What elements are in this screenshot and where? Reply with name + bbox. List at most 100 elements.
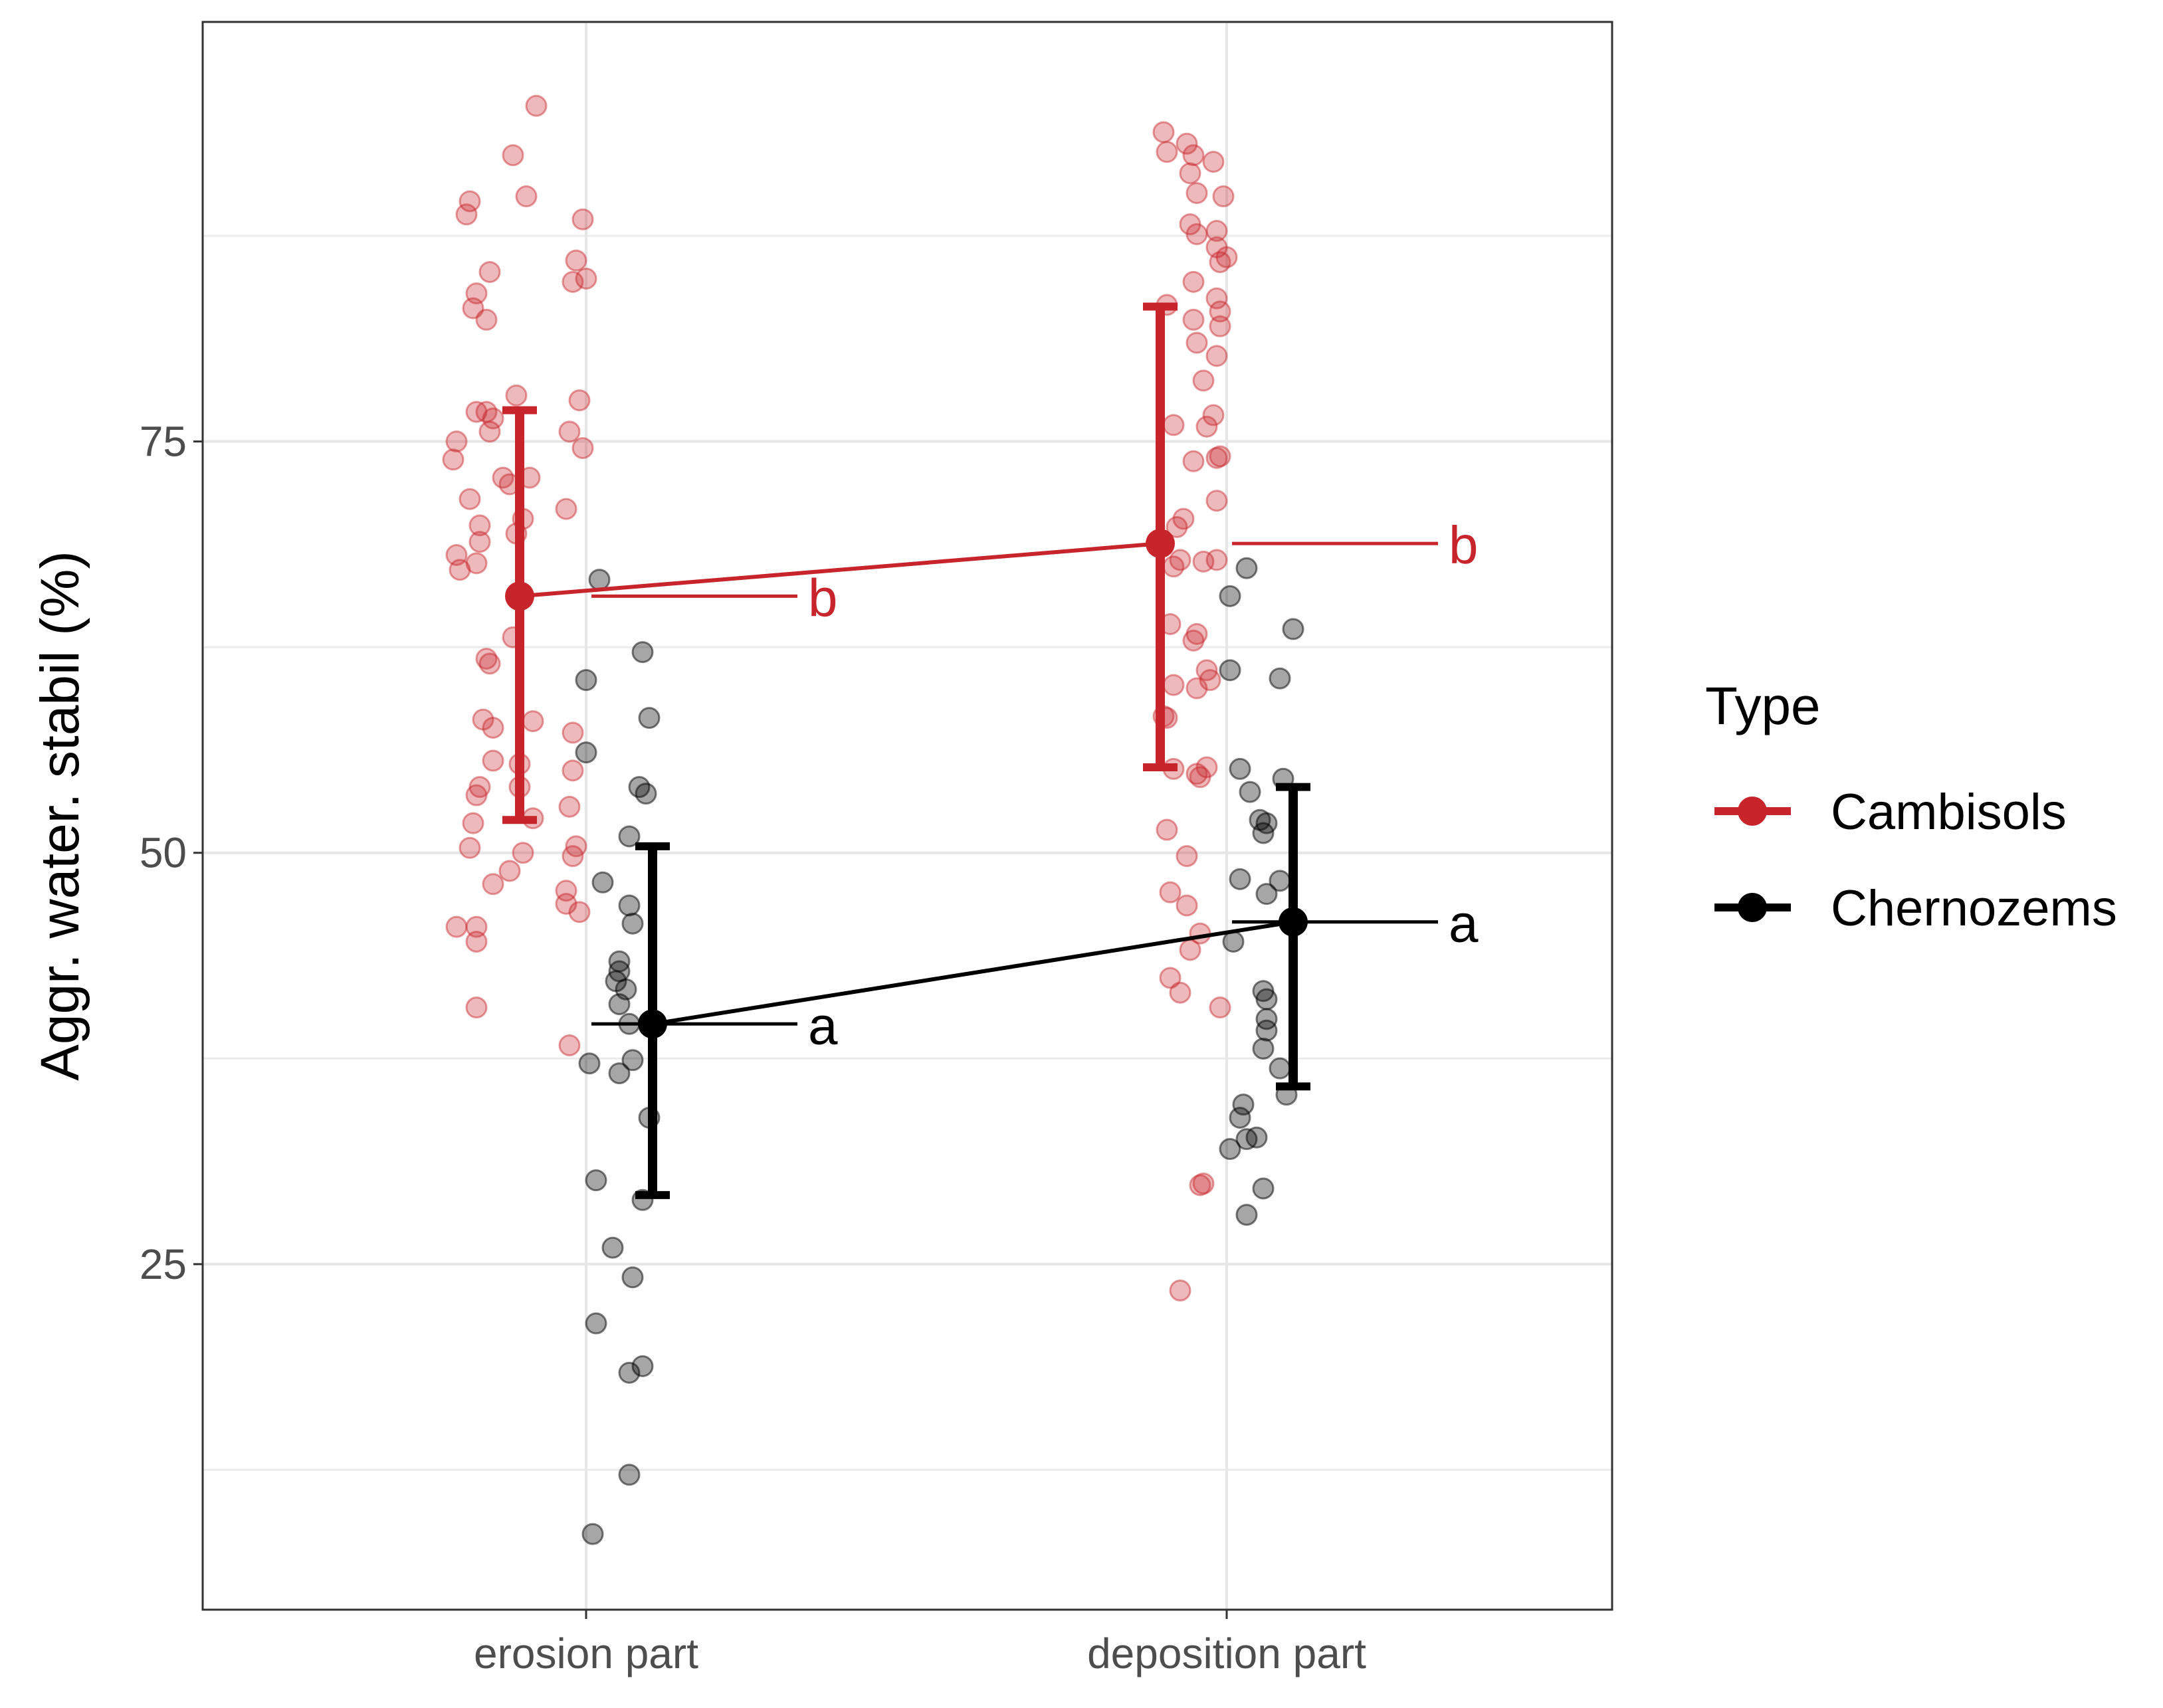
data-point <box>618 1361 641 1384</box>
data-point <box>1229 757 1251 780</box>
data-point <box>1176 845 1198 868</box>
legend-title: Type <box>1705 676 1820 735</box>
data-point <box>468 776 491 799</box>
data-point <box>1209 996 1231 1019</box>
data-point <box>558 421 581 443</box>
data-point <box>575 741 597 764</box>
data-point <box>1182 270 1205 293</box>
data-point <box>1252 1037 1275 1060</box>
scatter-points <box>442 94 1304 1545</box>
data-point <box>581 1523 604 1545</box>
data-point <box>1185 182 1208 205</box>
data-point <box>558 1034 581 1056</box>
data-point <box>1182 144 1205 167</box>
data-point <box>621 1049 644 1072</box>
data-point <box>1169 1280 1191 1302</box>
data-point <box>1219 1138 1241 1161</box>
data-point <box>1192 550 1215 573</box>
legend-entries: Cambisols Chernozems <box>1714 784 2117 937</box>
data-point <box>1212 185 1235 208</box>
data-point <box>465 282 488 305</box>
data-point <box>1162 674 1185 696</box>
data-point <box>1179 162 1201 185</box>
data-point <box>562 721 584 744</box>
data-point <box>1159 967 1182 989</box>
data-point <box>565 249 587 272</box>
data-point <box>1199 669 1221 692</box>
significance-letter: b <box>808 568 838 627</box>
significance-letter: a <box>1449 894 1479 953</box>
data-point <box>462 812 484 834</box>
data-point <box>1189 1174 1211 1196</box>
data-point <box>472 708 494 731</box>
summary-stats: b b a a <box>502 302 1479 1199</box>
data-point <box>515 185 538 208</box>
data-point <box>442 448 464 471</box>
data-point <box>1176 894 1198 917</box>
data-point <box>1185 763 1208 785</box>
data-point <box>618 825 641 848</box>
data-point <box>571 436 594 459</box>
data-point <box>1269 667 1291 690</box>
y-axis-title: Aggr. water. stabil (%) <box>30 551 90 1081</box>
data-point <box>621 912 644 935</box>
data-point <box>1229 1106 1251 1129</box>
data-point <box>482 873 504 896</box>
data-point <box>459 488 481 510</box>
y-tick-label: 75 <box>140 418 187 466</box>
mean-connector-line <box>519 541 1161 599</box>
data-point <box>1252 822 1275 844</box>
data-point <box>449 559 471 581</box>
data-point <box>631 1355 654 1377</box>
data-point <box>445 915 468 938</box>
data-point <box>1209 315 1231 337</box>
y-tick-label: 50 <box>140 829 187 877</box>
data-point <box>1195 659 1218 682</box>
data-point <box>475 401 498 423</box>
data-point <box>465 915 488 938</box>
data-point <box>1229 868 1251 890</box>
data-point <box>465 784 488 807</box>
data-point <box>1192 1173 1215 1195</box>
data-point <box>1159 881 1182 903</box>
data-point <box>1205 236 1228 258</box>
data-point <box>1185 332 1208 354</box>
data-point <box>555 880 577 902</box>
data-point <box>1205 549 1228 571</box>
legend-label: Chernozems <box>1831 880 2117 937</box>
data-point <box>1169 549 1191 571</box>
data-point <box>585 1169 607 1192</box>
data-point <box>1222 930 1245 953</box>
data-point <box>1185 677 1208 700</box>
data-point <box>565 835 587 858</box>
data-point <box>1205 287 1228 310</box>
data-point <box>1235 1204 1258 1226</box>
data-point <box>512 842 534 864</box>
data-point <box>1255 1019 1278 1042</box>
legend-key-point <box>1738 893 1767 922</box>
data-point <box>568 389 591 412</box>
data-point <box>1252 1177 1275 1200</box>
data-point <box>478 421 501 443</box>
data-point <box>465 996 488 1019</box>
data-point <box>468 514 491 537</box>
data-point <box>568 901 591 923</box>
data-point <box>1269 1057 1291 1080</box>
data-point <box>482 716 504 739</box>
plot-panel-border <box>201 21 1613 1611</box>
data-point <box>562 270 584 293</box>
data-point <box>1205 220 1228 242</box>
legend-label: Cambisols <box>1831 784 2067 840</box>
data-point <box>1209 445 1231 468</box>
data-point <box>1205 490 1228 512</box>
data-point <box>1255 883 1278 905</box>
data-point <box>1209 300 1231 323</box>
data-point <box>618 1464 641 1486</box>
data-point <box>1182 450 1205 472</box>
data-point <box>1282 618 1304 640</box>
data-point <box>1202 151 1225 173</box>
data-point <box>1185 223 1208 245</box>
data-point <box>1235 557 1258 579</box>
data-point <box>1172 508 1195 530</box>
data-point <box>478 260 501 283</box>
